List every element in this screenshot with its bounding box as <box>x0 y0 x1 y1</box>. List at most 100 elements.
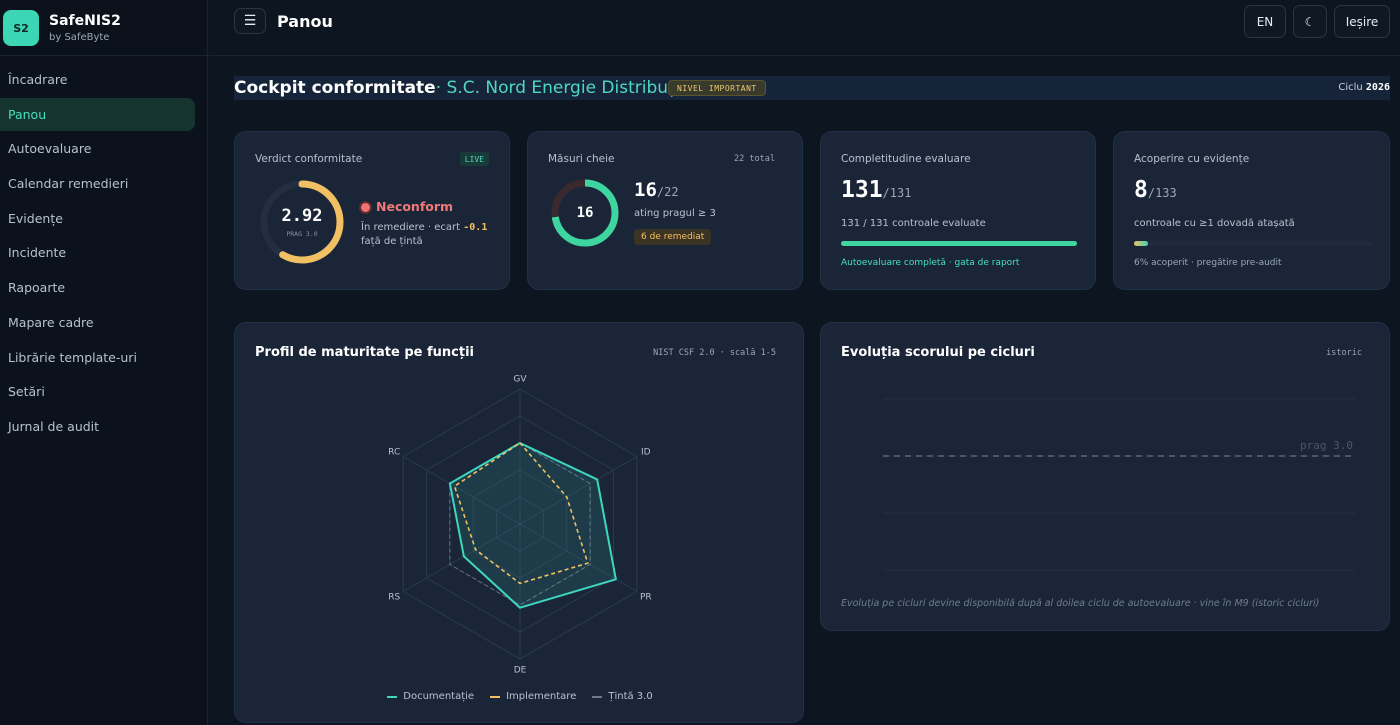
legend-swatch <box>490 695 501 698</box>
radar-series-2 <box>453 442 589 585</box>
legend-label: Implementare <box>506 691 577 702</box>
evidence-sub: controale cu ≥1 dovadă atașată <box>1134 218 1295 229</box>
cycle-label: Ciclu <box>1338 82 1363 93</box>
radar-axis-label: ID <box>641 447 651 457</box>
verdict-threshold: PRAG 3.0 <box>286 230 318 238</box>
measures-ring <box>551 179 619 247</box>
status-gap-value: -0.1 <box>463 222 488 233</box>
completeness-sub: 131 / 131 controale evaluate <box>841 218 986 229</box>
completeness-progress-track <box>841 241 1077 246</box>
brand-tagline: by SafeByte <box>49 32 110 43</box>
evidence-progress-fill <box>1134 241 1149 246</box>
legend-item-2[interactable]: Implementare <box>490 691 576 702</box>
live-badge: LIVE <box>459 152 489 166</box>
sidebar-item-5[interactable]: Evidențe <box>8 210 63 226</box>
sidebar-item-7[interactable]: Rapoarte <box>8 280 66 296</box>
measures-ring-value: 16 <box>576 205 594 221</box>
radar-spoke <box>402 456 521 525</box>
maturity-tag: NIST CSF 2.0 · scală 1-5 <box>653 348 776 358</box>
evidence-caption: 6% acoperit · pregătire pre-audit <box>1134 258 1282 268</box>
cockpit-title-text: Cockpit conformitate <box>234 78 436 98</box>
sidebar-item-1[interactable]: Încadrare <box>8 72 68 87</box>
cockpit-title: Cockpit conformitate· S.C. Nord Energie … <box>234 78 690 98</box>
radar-axis-label: RS <box>388 593 400 603</box>
menu-icon[interactable]: ☰ <box>234 8 266 34</box>
remediate-badge: 6 de remediat <box>634 229 712 245</box>
sidebar: S2 SafeNIS2 by SafeByte Încadrare Panou Au… <box>0 0 208 725</box>
radar-series-3 <box>449 442 591 606</box>
evidence-count: 8/133 <box>1134 177 1177 203</box>
measures-total: 22 total <box>734 154 775 164</box>
cycle-year: 2026 <box>1365 82 1390 93</box>
legend-label: Țintă 3.0 <box>608 691 653 702</box>
maturity-panel: Profil de maturitate pe funcții NIST CSF… <box>234 322 804 723</box>
evidence-progress-track <box>1134 241 1372 246</box>
status-dot-icon <box>361 203 370 212</box>
status-detail-text: În remediere · ecart <box>361 222 461 233</box>
theme-toggle-icon[interactable]: ☾ <box>1293 5 1327 38</box>
measures-den: /22 <box>656 185 679 199</box>
level-badge: NIVEL IMPORTANT <box>668 80 766 96</box>
completeness-card: Completitudine evaluare 131/131 131 / 13… <box>820 131 1096 290</box>
cycle-indicator: Ciclu 2026 <box>1338 82 1390 93</box>
completeness-count: 131/131 <box>841 177 911 203</box>
verdict-gauge-arc <box>260 180 344 264</box>
completeness-num: 131 <box>841 177 883 203</box>
verdict-label: Verdict conformitate <box>255 153 363 165</box>
radar-axis-label: RC <box>388 447 400 457</box>
sidebar-item-8[interactable]: Mapare cadre <box>8 314 94 330</box>
status-label: Neconform <box>376 199 454 214</box>
radar-axis-label: DE <box>514 665 527 675</box>
history-threshold-label: prag 3.0 <box>1300 439 1353 452</box>
measures-label: Măsuri cheie <box>548 153 615 165</box>
legend-label: Documentație <box>403 691 475 702</box>
maturity-radar-chart: GV ID PR DE RS RC <box>388 375 652 676</box>
sidebar-item-4[interactable]: Calendar remedieri <box>8 176 129 192</box>
language-button[interactable]: EN <box>1244 5 1286 38</box>
legend-swatch <box>592 695 603 698</box>
history-note: Evoluția pe cicluri devine disponibilă d… <box>841 598 1320 609</box>
sidebar-item-9[interactable]: Librărie template-uri <box>8 349 137 365</box>
page-heading: Cockpit conformitate· S.C. Nord Energie … <box>234 76 1390 100</box>
status-detail: În remediere · ecart -0.1 <box>361 222 487 233</box>
radar-series-1 <box>448 442 617 609</box>
radar-spoke <box>519 523 638 592</box>
verdict-score: 2.92 <box>281 206 323 226</box>
sidebar-item-6[interactable]: Incidente <box>8 245 67 261</box>
logout-button[interactable]: Ieșire <box>1334 5 1390 38</box>
completeness-label: Completitudine evaluare <box>841 153 971 165</box>
radar-spoke <box>519 456 638 525</box>
radar-axis-label: PR <box>640 593 652 603</box>
status-detail-2: față de țintă <box>361 236 423 247</box>
sidebar-nav: Încadrare Panou Autoevaluare Calendar remed… <box>0 63 208 445</box>
organization-name: · S.C. Nord Energie Distribuție <box>435 78 690 98</box>
sidebar-item-2[interactable]: Panou <box>0 97 195 131</box>
radar-axis-label: GV <box>513 375 527 385</box>
brand: S2 SafeNIS2 by SafeByte <box>0 0 208 56</box>
key-measures-card: Măsuri cheie 22 total 16 16/22 ating pra… <box>527 131 803 290</box>
history-chart: prag 3.0 <box>883 398 1355 571</box>
legend-item-1[interactable]: Documentație <box>387 691 474 702</box>
completeness-caption: Autoevaluare completă · gata de raport <box>841 258 1020 268</box>
legend-swatch <box>387 695 398 698</box>
sidebar-item-10[interactable]: Setări <box>8 384 45 400</box>
evidence-den: /133 <box>1147 186 1177 200</box>
brand-name: SafeNIS2 <box>49 13 121 29</box>
maturity-title: Profil de maturitate pe funcții <box>255 345 474 360</box>
brand-logo: S2 <box>3 10 39 46</box>
maturity-legend: Documentație Implementare Țintă 3.0 <box>235 691 805 702</box>
sidebar-item-11[interactable]: Jurnal de audit <box>8 418 100 434</box>
completeness-progress-fill <box>841 241 1077 246</box>
verdict-gauge <box>260 180 344 264</box>
evidence-label: Acoperire cu evidențe <box>1134 153 1250 165</box>
evidence-num: 8 <box>1134 177 1148 203</box>
measures-sub: ating pragul ≥ 3 <box>634 208 716 219</box>
sidebar-item-3[interactable]: Autoevaluare <box>8 141 92 157</box>
verdict-card: Verdict conformitate LIVE 2.92 PRAG 3.0 … <box>234 131 510 290</box>
radar-spoke <box>402 523 521 592</box>
legend-item-3[interactable]: Țintă 3.0 <box>592 691 653 702</box>
completeness-den: /131 <box>882 186 912 200</box>
history-title: Evoluția scorului pe cicluri <box>841 345 1035 360</box>
history-tag: istoric <box>1326 348 1362 358</box>
